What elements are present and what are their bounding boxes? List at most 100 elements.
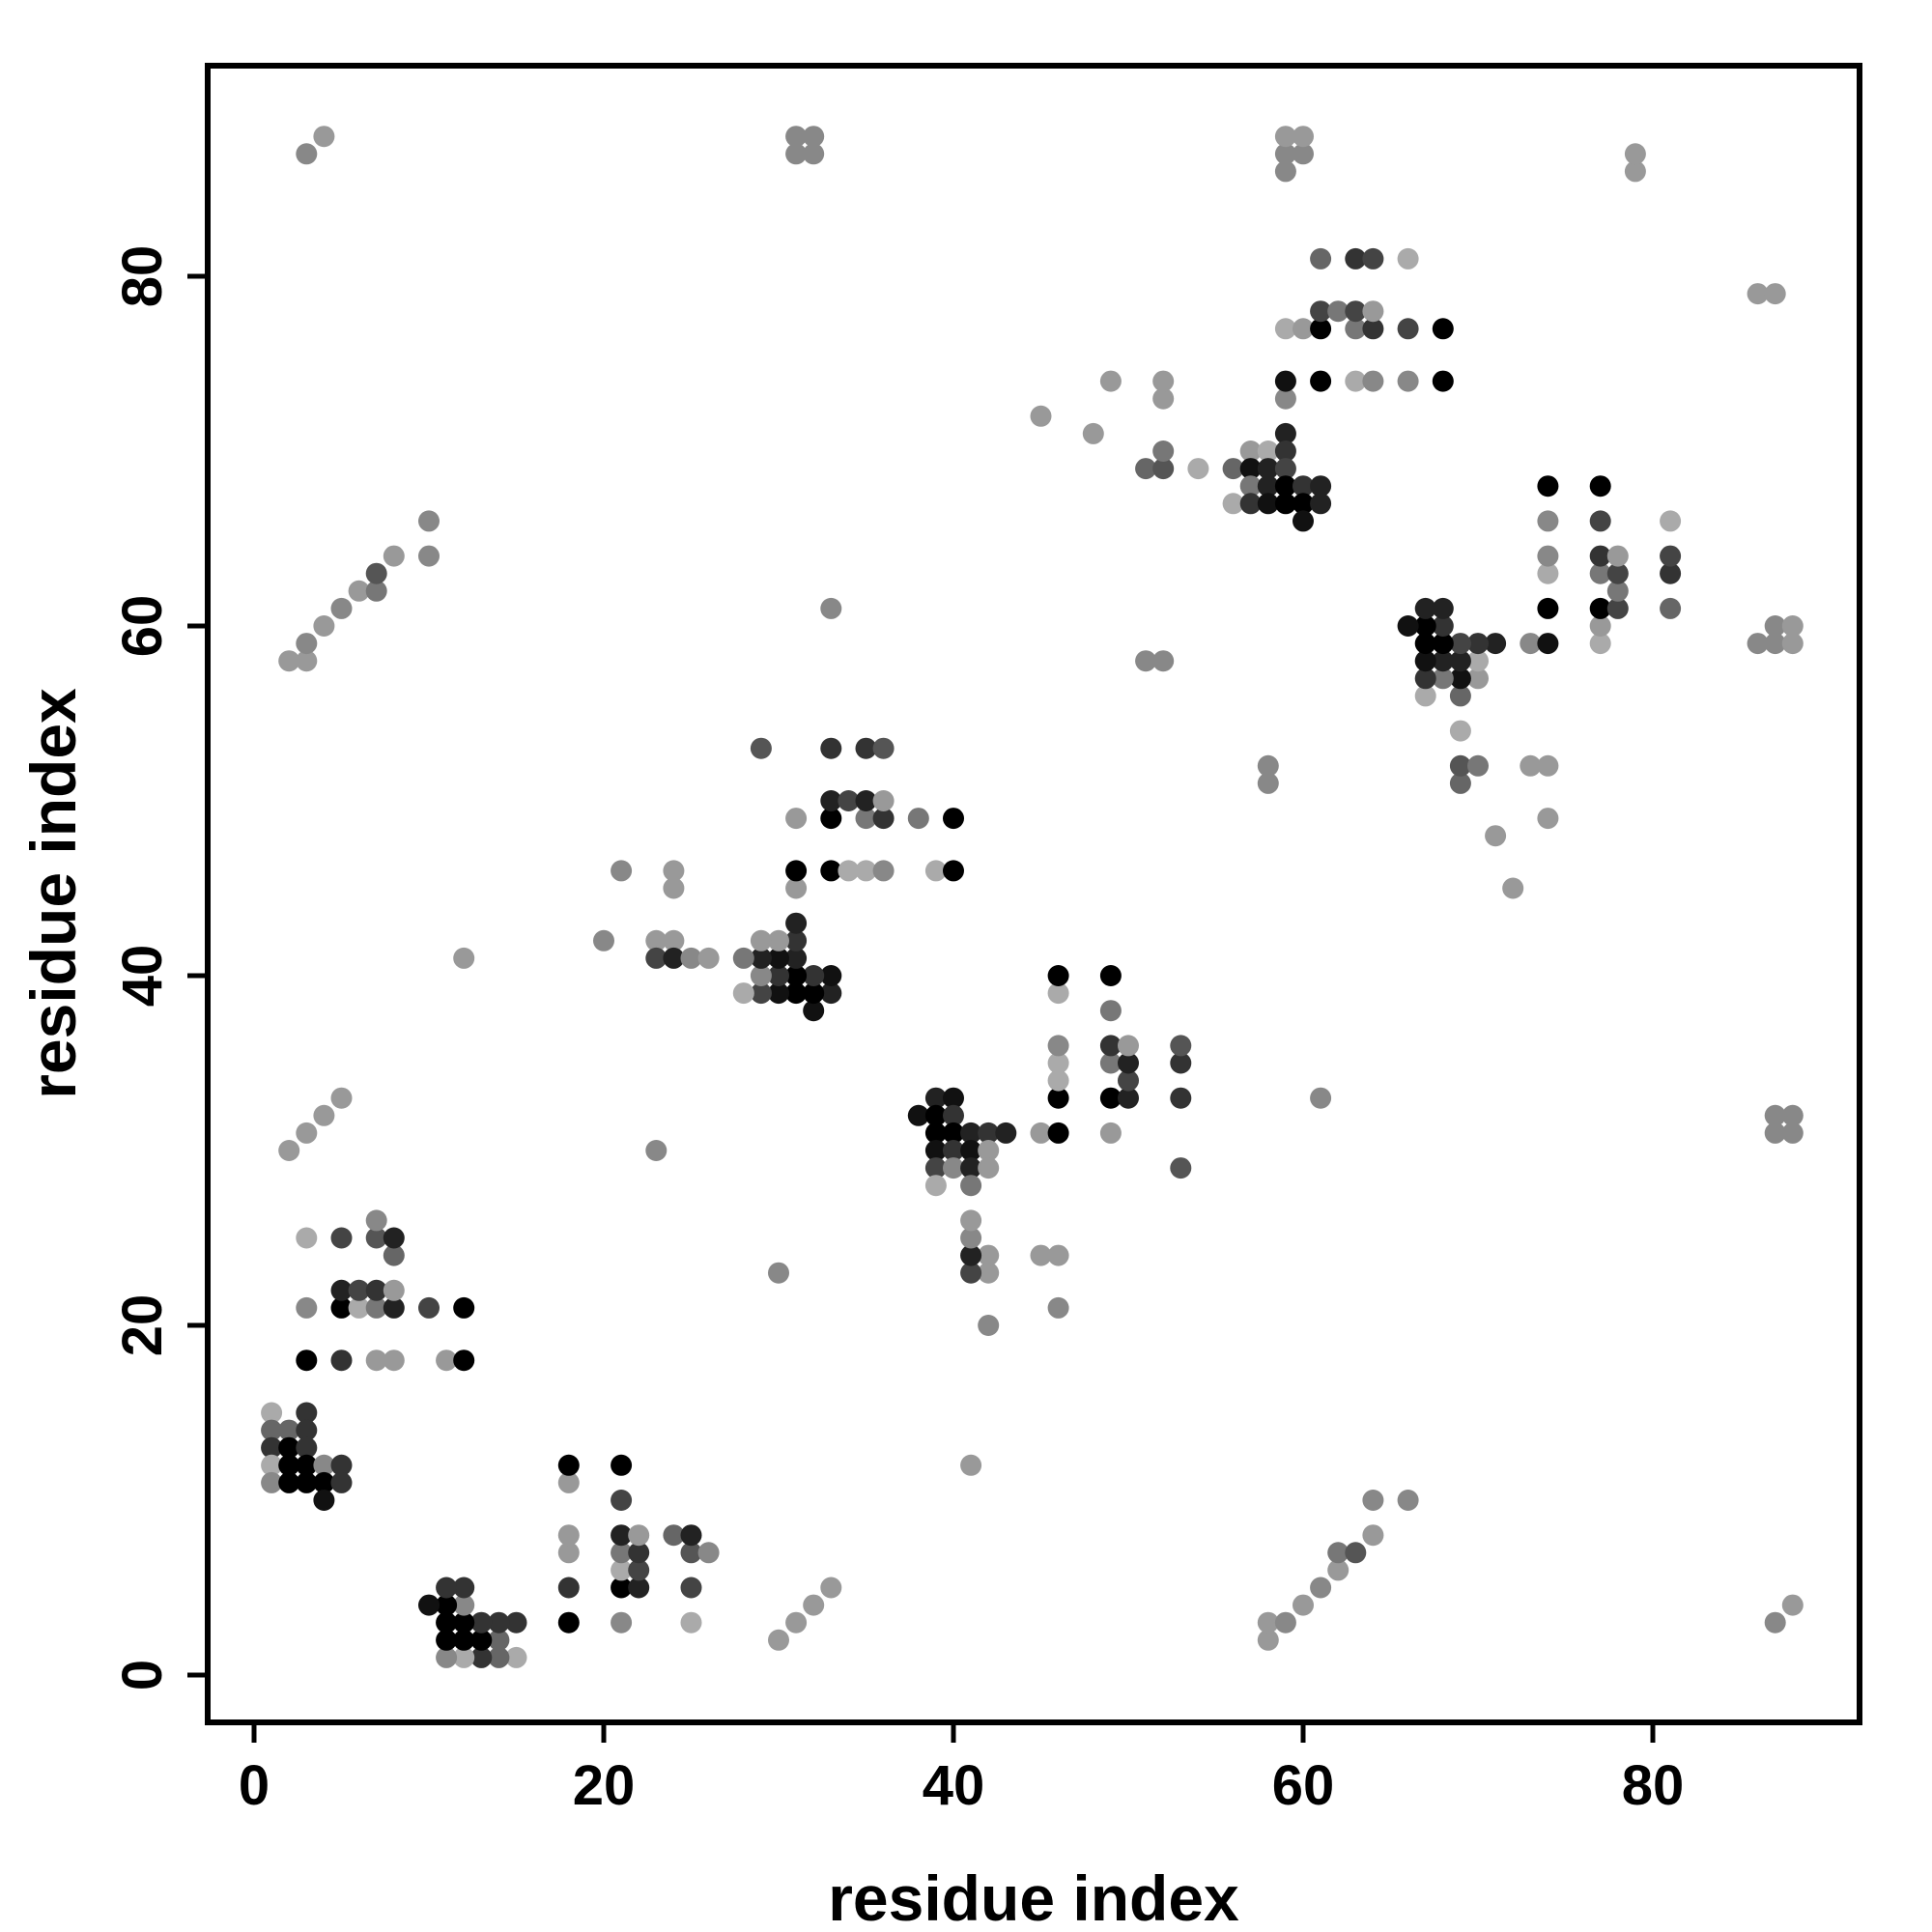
contact-point <box>820 982 842 1005</box>
contact-point <box>313 1471 335 1493</box>
contact-point <box>1397 370 1419 392</box>
contact-point <box>1327 300 1350 323</box>
contact-point <box>628 1542 650 1564</box>
contact-point <box>261 1471 283 1493</box>
contact-point <box>1747 283 1769 305</box>
contact-point <box>1485 825 1507 847</box>
contact-point <box>1537 633 1559 655</box>
contact-point <box>978 1140 1000 1161</box>
contact-point <box>628 1577 650 1599</box>
x-axis-title: residue index <box>828 1862 1239 1932</box>
contact-point <box>1222 493 1244 515</box>
contact-point <box>1293 143 1314 165</box>
contact-point <box>1660 545 1682 567</box>
contact-point <box>960 1227 982 1249</box>
contact-point <box>557 1611 580 1634</box>
contact-point <box>1345 318 1367 340</box>
contact-point <box>1537 754 1559 777</box>
contact-point <box>838 860 860 882</box>
contact-point <box>732 982 754 1005</box>
contact-point <box>785 912 808 934</box>
contact-point <box>803 126 825 148</box>
contact-point <box>960 1122 982 1144</box>
contact-point <box>1467 668 1489 690</box>
contact-point <box>1606 597 1629 619</box>
contact-point <box>1047 1296 1069 1319</box>
contact-point <box>995 1122 1017 1144</box>
contact-point <box>611 1611 633 1634</box>
contact-point <box>1274 475 1296 497</box>
contact-point <box>1449 633 1471 655</box>
contact-point <box>978 1157 1000 1179</box>
contact-point <box>1257 772 1279 794</box>
contact-point <box>330 1471 353 1493</box>
y-axis-tick-label: 0 <box>111 1660 174 1690</box>
contact-point <box>1047 965 1069 986</box>
contact-point <box>1030 1244 1052 1266</box>
contact-point <box>1310 1087 1332 1109</box>
contact-point <box>278 1419 300 1441</box>
contact-point <box>1467 633 1489 655</box>
contact-point <box>348 580 370 602</box>
contact-point <box>960 1140 982 1161</box>
contact-point <box>1310 370 1332 392</box>
contact-point <box>1502 877 1524 899</box>
contact-point <box>1135 650 1157 672</box>
contact-point <box>436 1350 458 1372</box>
contact-point <box>1432 633 1454 655</box>
contact-point <box>943 1087 964 1109</box>
contact-point <box>924 1157 947 1179</box>
contact-point <box>1537 475 1559 497</box>
contact-point <box>907 1104 929 1126</box>
contact-point <box>330 1279 353 1301</box>
contact-point <box>278 1140 300 1161</box>
contact-point <box>1781 1122 1804 1144</box>
contact-point <box>365 580 387 602</box>
contact-point <box>418 1594 440 1616</box>
contact-point <box>1257 440 1279 462</box>
contact-point <box>1449 685 1471 707</box>
contact-point <box>1624 160 1646 183</box>
contact-point <box>628 1524 650 1547</box>
contact-point <box>1781 1594 1804 1616</box>
contact-point <box>1152 458 1175 480</box>
contact-point <box>1345 1542 1367 1564</box>
contact-point <box>1310 1577 1332 1599</box>
contact-point <box>1047 982 1069 1005</box>
contact-point <box>820 597 842 619</box>
contact-point <box>645 929 668 952</box>
contact-point <box>488 1629 510 1651</box>
contact-point <box>785 947 808 969</box>
contact-point <box>803 1000 825 1022</box>
contact-point <box>1764 633 1786 655</box>
contact-point <box>1047 1122 1069 1144</box>
contact-point <box>855 737 877 759</box>
contact-point <box>1047 1087 1069 1109</box>
contact-point <box>785 965 808 986</box>
contact-point <box>1589 562 1611 584</box>
contact-point <box>611 1524 633 1547</box>
contact-point <box>1293 126 1314 148</box>
contact-point <box>1099 1035 1122 1057</box>
contact-point <box>453 1611 475 1634</box>
x-axis-tick-label: 60 <box>1272 1754 1335 1817</box>
contact-point <box>663 877 685 899</box>
contact-point <box>1345 370 1367 392</box>
contact-point <box>1047 1069 1069 1092</box>
contact-point <box>855 860 877 882</box>
plot-frame <box>205 63 1862 1725</box>
contact-point <box>1274 422 1296 444</box>
contact-point <box>1274 160 1296 183</box>
contact-point <box>1257 458 1279 480</box>
contact-point <box>418 545 440 567</box>
contact-point <box>1589 545 1611 567</box>
contact-point <box>750 947 772 969</box>
contact-point <box>820 860 842 882</box>
contact-point <box>1764 1122 1786 1144</box>
contact-point <box>697 1542 720 1564</box>
contact-point <box>803 982 825 1005</box>
contact-point <box>1432 650 1454 672</box>
contact-point <box>943 1157 964 1179</box>
contact-point <box>924 1104 947 1126</box>
